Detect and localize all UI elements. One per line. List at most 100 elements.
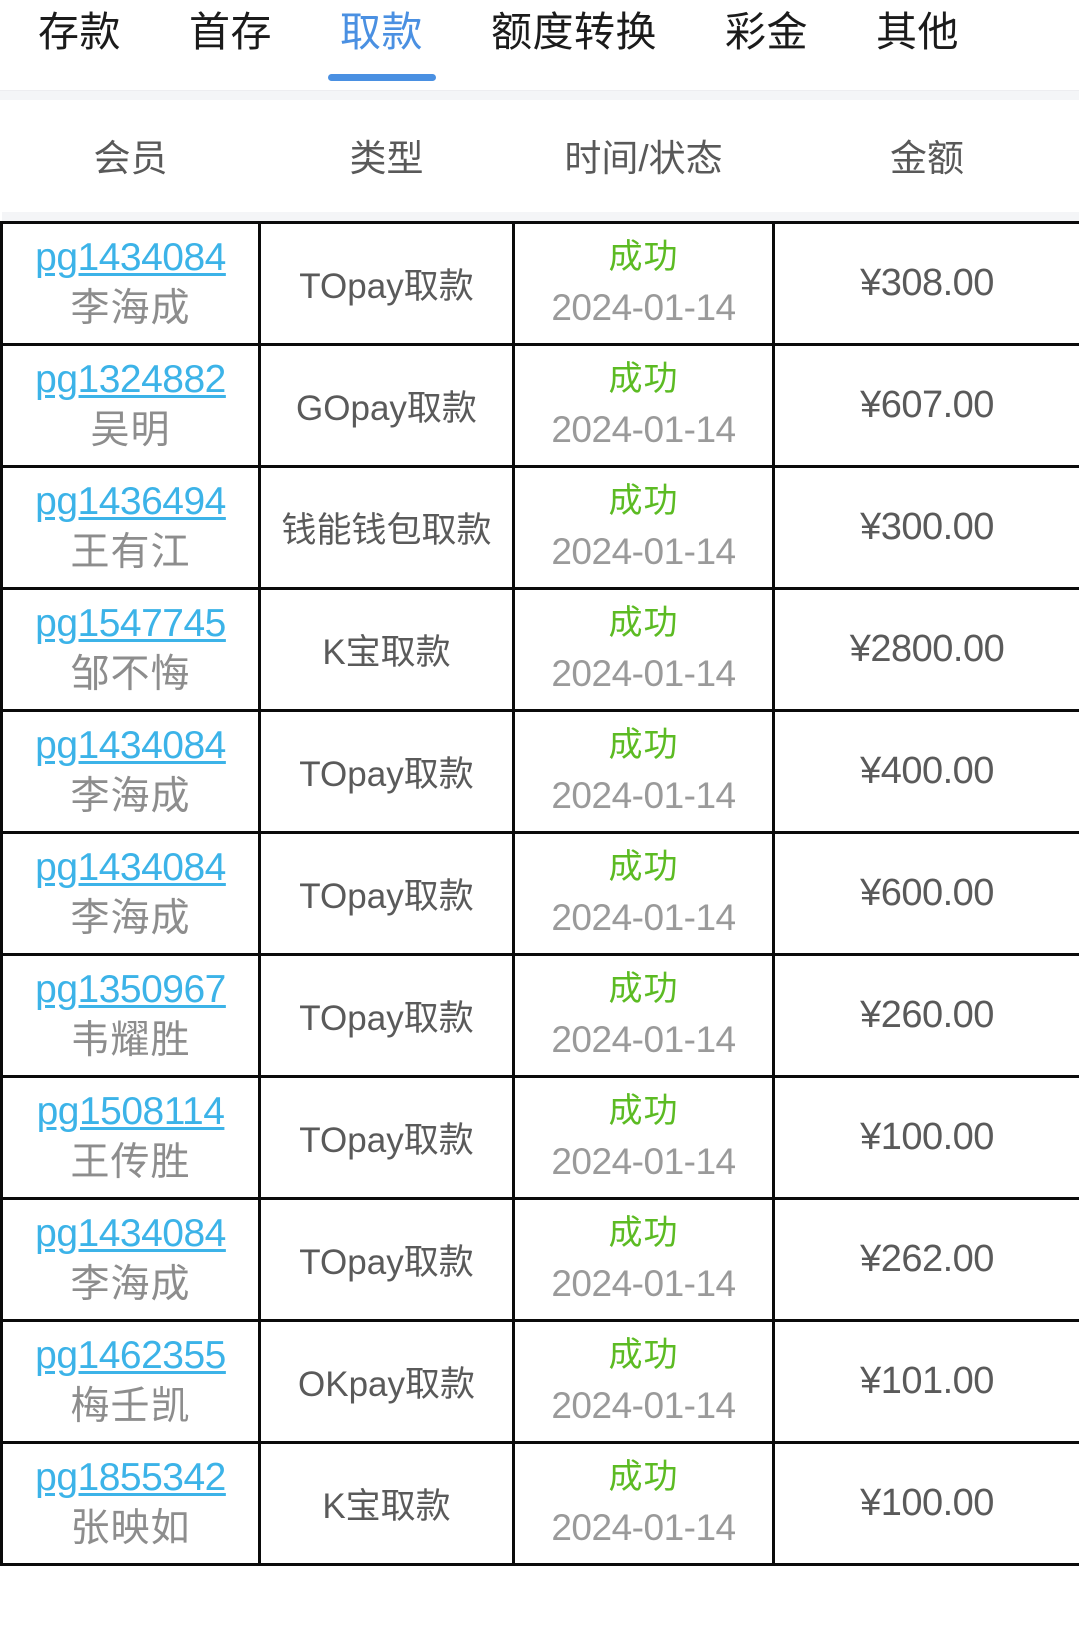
member-id-link[interactable]: pg1508114 [36,1090,225,1134]
tab-withdraw[interactable]: 取款 [327,0,436,81]
member-name: 李海成 [70,774,191,818]
member-id-link[interactable]: pg1855342 [35,1456,226,1500]
cell-time-status: 成功 2024-01-14 [512,1319,775,1444]
cell-member: pg1434084 李海成 [0,1197,261,1322]
cell-member: pg1434084 李海成 [0,709,261,834]
table-row: pg1350967 韦耀胜 TOpay取款 成功 2024-01-14 ¥260.00 [0,953,1079,1078]
member-id-link[interactable]: pg1547745 [35,602,226,646]
member-id-link[interactable]: pg1434084 [35,1212,226,1256]
cell-amount: ¥101.00 [772,1319,1079,1444]
cell-amount: ¥400.00 [772,709,1079,834]
status-badge: 成功 [608,1092,679,1131]
status-badge: 成功 [608,604,679,643]
status-badge: 成功 [608,482,679,521]
tab-transfer[interactable]: 额度转换 [491,0,657,53]
member-name: 韦耀胜 [70,1018,191,1062]
tab-bar-divider [0,90,1079,100]
cell-amount: ¥300.00 [772,465,1079,590]
member-name: 李海成 [70,896,191,940]
cell-member: pg1508114 王传胜 [0,1075,261,1200]
member-id-link[interactable]: pg1434084 [35,846,226,890]
cell-time-status: 成功 2024-01-14 [512,1075,775,1200]
column-header-member: 会员 [1,100,260,212]
transaction-date: 2024-01-14 [551,1506,736,1548]
cell-type: TOpay取款 [258,221,515,346]
column-header-type: 类型 [259,100,514,212]
table-row: pg1324882 吴明 GOpay取款 成功 2024-01-14 ¥607.00 [0,343,1079,468]
cell-amount: ¥260.00 [772,953,1079,1078]
table-row: pg1434084 李海成 TOpay取款 成功 2024-01-14 ¥262.00 [0,1197,1079,1322]
cell-time-status: 成功 2024-01-14 [512,953,775,1078]
tab-other[interactable]: 其他 [876,0,959,53]
table-row: pg1462355 梅壬凯 OKpay取款 成功 2024-01-14 ¥101.00 [0,1319,1079,1444]
cell-member: pg1434084 李海成 [0,831,261,956]
tab-bar: 存款 首存 取款 额度转换 彩金 其他 [0,0,1079,90]
member-name: 梅壬凯 [70,1384,191,1428]
cell-type: OKpay取款 [258,1319,515,1444]
table-row: pg1855342 张映如 K宝取款 成功 2024-01-14 ¥100.00 [0,1441,1079,1566]
cell-type: TOpay取款 [258,1075,515,1200]
cell-member: pg1434084 李海成 [0,221,261,346]
transaction-date: 2024-01-14 [551,408,736,450]
tab-active-indicator [327,74,436,81]
table-row: pg1434084 李海成 TOpay取款 成功 2024-01-14 ¥308.00 [0,221,1079,346]
tab-label: 额度转换 [491,9,657,55]
cell-member: pg1462355 梅壬凯 [0,1319,261,1444]
cell-amount: ¥600.00 [772,831,1079,956]
tab-deposit[interactable]: 存款 [38,0,121,53]
cell-type: K宝取款 [258,1441,515,1566]
table-header: 会员 类型 时间/状态 金额 [1,100,1079,223]
transaction-date: 2024-01-14 [551,286,736,328]
cell-time-status: 成功 2024-01-14 [512,709,775,834]
table-row: pg1436494 王有江 钱能钱包取款 成功 2024-01-14 ¥300.00 [0,465,1079,590]
tab-label: 彩金 [725,9,808,55]
status-badge: 成功 [608,848,679,887]
column-header-time-status: 时间/状态 [513,100,774,212]
cell-amount: ¥308.00 [772,221,1079,346]
member-id-link[interactable]: pg1434084 [35,724,226,768]
table-header-row: 会员 类型 时间/状态 金额 [1,100,1079,212]
cell-member: pg1350967 韦耀胜 [0,953,261,1078]
transactions-table-wrap: 会员 类型 时间/状态 金额 pg1434084 李海成 TOpay取款 成功 2024-01… [0,100,1079,1566]
tab-bonus[interactable]: 彩金 [725,0,808,53]
tab-label: 取款 [340,9,423,55]
cell-time-status: 成功 2024-01-14 [512,587,775,712]
cell-amount: ¥2800.00 [772,587,1079,712]
status-badge: 成功 [608,238,679,277]
cell-type: TOpay取款 [258,709,515,834]
member-id-link[interactable]: pg1350967 [35,968,226,1012]
table-header-rule [1,212,1079,223]
transaction-date: 2024-01-14 [551,530,736,572]
transaction-date: 2024-01-14 [551,1384,736,1426]
cell-amount: ¥607.00 [772,343,1079,468]
member-id-link[interactable]: pg1434084 [35,236,226,280]
cell-type: TOpay取款 [258,831,515,956]
column-header-amount: 金额 [773,100,1079,212]
cell-amount: ¥100.00 [772,1075,1079,1200]
cell-member: pg1436494 王有江 [0,465,261,590]
cell-time-status: 成功 2024-01-14 [512,1441,775,1566]
status-badge: 成功 [608,1336,679,1375]
member-id-link[interactable]: pg1436494 [35,480,226,524]
transaction-date: 2024-01-14 [551,1262,736,1304]
tab-label: 首存 [189,9,272,55]
member-name: 王有江 [70,530,191,574]
cell-type: K宝取款 [258,587,515,712]
status-badge: 成功 [608,726,679,765]
member-id-link[interactable]: pg1462355 [35,1334,226,1378]
status-badge: 成功 [608,970,679,1009]
member-name: 李海成 [70,286,191,330]
cell-type: TOpay取款 [258,953,515,1078]
cell-member: pg1324882 吴明 [0,343,261,468]
cell-member: pg1855342 张映如 [0,1441,261,1566]
tab-first-deposit[interactable]: 首存 [189,0,272,53]
cell-type: GOpay取款 [258,343,515,468]
transaction-date: 2024-01-14 [551,1140,736,1182]
member-name: 李海成 [70,1262,191,1306]
cell-time-status: 成功 2024-01-14 [512,831,775,956]
table-header-rule-cell [1,212,1079,223]
cell-amount: ¥262.00 [772,1197,1079,1322]
cell-type: TOpay取款 [258,1197,515,1322]
table-row: pg1434084 李海成 TOpay取款 成功 2024-01-14 ¥400.00 [0,709,1079,834]
member-id-link[interactable]: pg1324882 [35,358,226,402]
